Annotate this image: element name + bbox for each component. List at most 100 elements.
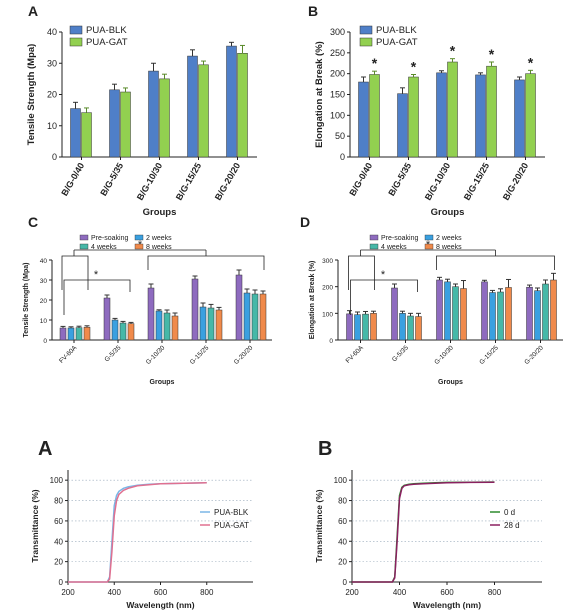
- bar: [354, 314, 361, 341]
- x-tick-label: B/G-0/40: [347, 161, 374, 198]
- x-tick-label: 400: [108, 588, 122, 597]
- x-axis-label: Wavelength (nm): [126, 600, 194, 610]
- legend-label: PUA-BLK: [86, 25, 127, 36]
- bar: [147, 287, 155, 341]
- bar: [235, 274, 243, 341]
- y-tick-label: 20: [47, 90, 57, 100]
- bar: [370, 313, 377, 341]
- bar: [148, 70, 159, 158]
- legend-swatch: [424, 243, 434, 250]
- x-tick-label: 200: [345, 588, 359, 597]
- x-tick-label: G-10/30: [433, 344, 455, 366]
- bar: [497, 291, 504, 341]
- bar: [399, 313, 406, 341]
- y-axis-label: Elongation at Break (%): [309, 261, 316, 340]
- x-tick-label: B/G-5/35: [386, 161, 413, 198]
- y-tick-label: 50: [335, 131, 345, 141]
- bar: [460, 288, 467, 341]
- bar: [215, 309, 223, 341]
- legend-swatch: [134, 243, 144, 250]
- bar: [127, 323, 135, 341]
- bar: [59, 327, 67, 341]
- bar: [119, 322, 127, 341]
- bar: [83, 326, 91, 341]
- x-tick-label: B/G-15/25: [462, 161, 491, 202]
- chart-tensile-soaking-c: C 0 10 20 30 40 Tensile Strength (Mpa) FV-60A G-…: [23, 214, 272, 386]
- significance-marker: *: [94, 269, 99, 281]
- y-tick-label: 200: [330, 69, 345, 79]
- x-tick-label: 600: [440, 588, 454, 597]
- y-tick-label: 0: [343, 578, 348, 587]
- bar: [362, 313, 369, 341]
- bar: [475, 74, 486, 158]
- significance-marker: *: [381, 269, 386, 281]
- x-tick-label: G-15/25: [478, 344, 500, 366]
- chart-transmittance-a: A 0 20 40 60 80 100 Transmittance (%) 200 400 600 8…: [30, 438, 253, 610]
- chart-transmittance-b: B 0 20 40 60 80 100 Transmittance (%) 200 400 600 8…: [314, 438, 542, 610]
- y-tick-label: 100: [50, 476, 64, 485]
- significance-bracket: [147, 255, 265, 270]
- bar: [452, 286, 459, 341]
- legend-swatch: [369, 234, 379, 241]
- x-tick-label: FV-60A: [58, 344, 79, 365]
- bar: [259, 293, 267, 341]
- significance-bracket: [436, 255, 555, 270]
- bar: [444, 281, 451, 341]
- x-axis-label: Groups: [431, 207, 465, 218]
- y-tick-label: 40: [40, 258, 48, 265]
- x-tick-label: B/G-10/30: [135, 161, 164, 202]
- y-axis-label: Elongation at Break (%): [314, 41, 325, 148]
- bar: [542, 283, 549, 341]
- significance-marker: *: [528, 54, 534, 70]
- y-tick-label: 10: [47, 121, 57, 131]
- y-tick-label: 40: [47, 27, 57, 37]
- y-tick-label: 40: [338, 537, 347, 546]
- panel-label: D: [300, 214, 310, 230]
- significance-marker: *: [489, 46, 495, 62]
- panel-label: A: [38, 438, 52, 460]
- y-axis-label: Tensile Strength (Mpa): [26, 44, 37, 146]
- legend-label: 2 weeks: [436, 235, 462, 242]
- bar: [155, 310, 163, 341]
- y-tick-label: 20: [54, 558, 63, 567]
- legend-label: 8 weeks: [146, 244, 172, 251]
- series-line: [68, 481, 207, 583]
- y-tick-label: 30: [47, 58, 57, 68]
- chart-tensile-strength-a: A 0 10 20 30 40 Tensile Strength (Mpa) B/G-0/40…: [26, 3, 257, 218]
- x-axis-label: Wavelength (nm): [413, 600, 481, 610]
- bar: [415, 316, 422, 341]
- y-tick-label: 300: [322, 258, 333, 265]
- y-tick-label: 200: [322, 285, 333, 292]
- bar: [550, 279, 557, 341]
- bar: [436, 279, 443, 341]
- bar: [489, 292, 496, 341]
- x-tick-label: B/G-0/40: [59, 161, 86, 198]
- y-tick-label: 150: [330, 90, 345, 100]
- legend-swatch: [69, 37, 83, 47]
- bar: [81, 112, 92, 158]
- bar: [408, 76, 419, 158]
- bar: [358, 81, 369, 158]
- y-tick-label: 0: [43, 338, 47, 345]
- bar: [111, 319, 119, 341]
- bar: [397, 93, 408, 158]
- x-tick-label: 600: [154, 588, 168, 597]
- significance-bracket: [348, 255, 375, 290]
- bar: [191, 278, 199, 341]
- bar: [369, 74, 380, 158]
- bar: [407, 315, 414, 341]
- series-line: [352, 481, 495, 583]
- bar: [486, 65, 497, 158]
- bar: [103, 297, 111, 341]
- bar: [505, 287, 512, 341]
- x-tick-label: B/G-15/25: [174, 161, 203, 202]
- significance-marker: *: [372, 55, 378, 71]
- y-tick-label: 80: [338, 497, 347, 506]
- y-tick-label: 100: [334, 476, 348, 485]
- panel-label: C: [28, 214, 38, 230]
- bar: [534, 290, 541, 341]
- bar: [171, 315, 179, 341]
- bar: [346, 313, 353, 341]
- y-axis-label: Transmittance (%): [314, 489, 324, 562]
- legend-swatch: [359, 37, 373, 47]
